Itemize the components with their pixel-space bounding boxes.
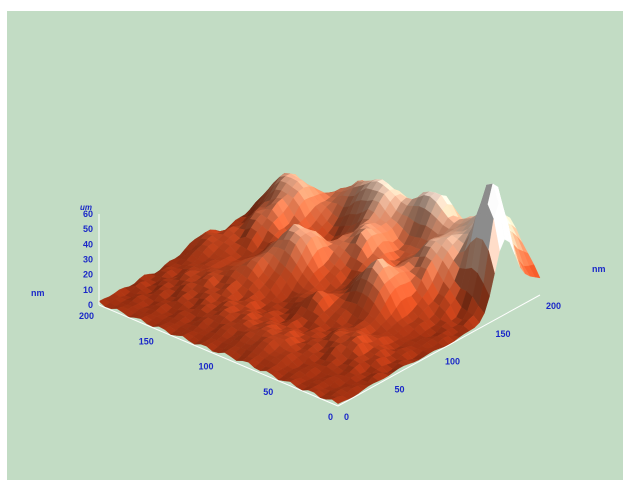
y-tick-label: 100 — [445, 357, 460, 367]
z-tick-label: 40 — [83, 239, 93, 249]
y-tick-label: 150 — [496, 329, 511, 339]
x-tick-label: 200 — [79, 311, 94, 321]
y-tick-label: 200 — [546, 301, 561, 311]
z-tick-label: 10 — [83, 285, 93, 295]
x-tick-label: 0 — [328, 412, 333, 422]
surface-mesh — [98, 172, 541, 404]
y-axis-line — [337, 294, 541, 407]
x-axis-title: nm — [31, 288, 45, 298]
y-tick-label: 50 — [395, 384, 405, 394]
z-tick-label: 50 — [83, 224, 93, 234]
z-tick-label: 60 — [83, 209, 93, 219]
axes — [98, 214, 541, 407]
y-axis-title: nm — [592, 264, 606, 274]
z-axis-unit: um — [80, 203, 92, 212]
x-tick-label: 50 — [263, 387, 273, 397]
z-tick-label: 0 — [88, 300, 93, 310]
surface-cell — [331, 396, 344, 404]
x-axis-line — [98, 304, 339, 407]
y-tick-label: 0 — [344, 412, 349, 422]
x-tick-label: 150 — [139, 336, 154, 346]
z-tick-label: 30 — [83, 255, 93, 265]
x-tick-label: 100 — [198, 362, 213, 372]
z-tick-label: 20 — [83, 270, 93, 280]
